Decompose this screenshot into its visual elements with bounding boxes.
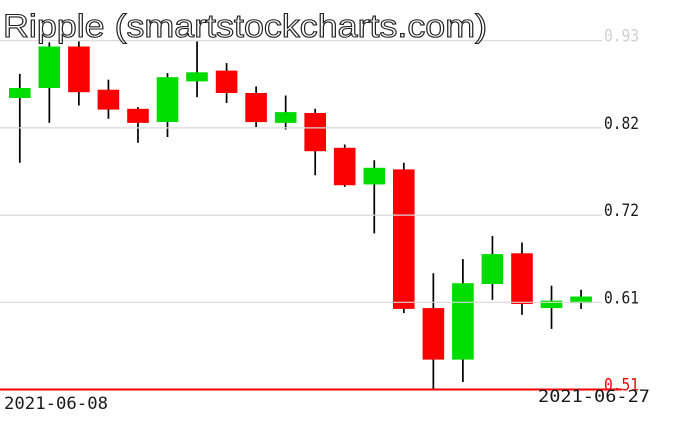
y-axis-label-0.51: 0.51 <box>604 376 639 396</box>
candle-body <box>68 46 90 93</box>
candle-body <box>156 77 179 122</box>
candle-2021-06-21 <box>393 162 415 314</box>
y-axis-label-0.61: 0.61 <box>604 288 639 308</box>
candle-body <box>215 70 238 93</box>
candle-2021-06-08 <box>9 73 31 163</box>
candle-2021-06-20 <box>363 160 386 234</box>
candle-2021-06-12 <box>127 107 149 143</box>
x-axis-label-right: 2021-06-27 <box>538 387 650 407</box>
candle-2021-06-16 <box>245 86 267 128</box>
candle-2021-06-19 <box>333 144 356 187</box>
candle-body <box>9 88 31 98</box>
candle-2021-06-25 <box>511 242 533 315</box>
candle-body <box>186 72 208 82</box>
candle-body <box>481 254 504 284</box>
candle-2021-06-26 <box>540 285 563 329</box>
candle-2021-06-18 <box>304 108 326 176</box>
x-axis: 2021-06-08 2021-06-27 <box>4 387 650 414</box>
candle-2021-06-22 <box>422 273 445 389</box>
candle-2021-06-15 <box>215 63 238 103</box>
candle-2021-06-17 <box>274 95 297 130</box>
candle-body <box>570 296 592 304</box>
candle-2021-06-13 <box>156 73 179 137</box>
chart-title: Ripple (smartstockcharts.com) <box>3 8 487 44</box>
candle-body <box>127 108 149 123</box>
y-axis-label-0.82: 0.82 <box>604 114 639 134</box>
candle-body <box>245 93 267 123</box>
y-axis: 0.93 0.82 0.72 0.61 0.51 <box>604 27 639 396</box>
candle-body <box>540 300 563 309</box>
candle-2021-06-24 <box>481 235 504 300</box>
candle-2021-06-27 <box>570 289 592 309</box>
candle-2021-06-14 <box>186 41 208 98</box>
candle-body <box>97 89 120 110</box>
grid-layer <box>0 40 622 391</box>
candle-body <box>363 167 386 185</box>
candle-body <box>304 113 326 152</box>
candle-body <box>393 169 415 309</box>
candle-body <box>422 308 445 360</box>
candle-2021-06-09 <box>38 42 61 123</box>
candle-body <box>452 283 474 360</box>
candle-body <box>511 253 533 304</box>
candle-body <box>38 46 61 88</box>
x-axis-label-left: 2021-06-08 <box>4 394 108 414</box>
candle-2021-06-11 <box>97 79 120 119</box>
candle-2021-06-10 <box>68 41 90 106</box>
candle-2021-06-23 <box>452 259 474 382</box>
y-axis-label-0.93: 0.93 <box>604 27 639 47</box>
candle-body <box>333 147 356 186</box>
candle-body <box>274 112 297 123</box>
y-axis-label-0.72: 0.72 <box>604 201 639 221</box>
